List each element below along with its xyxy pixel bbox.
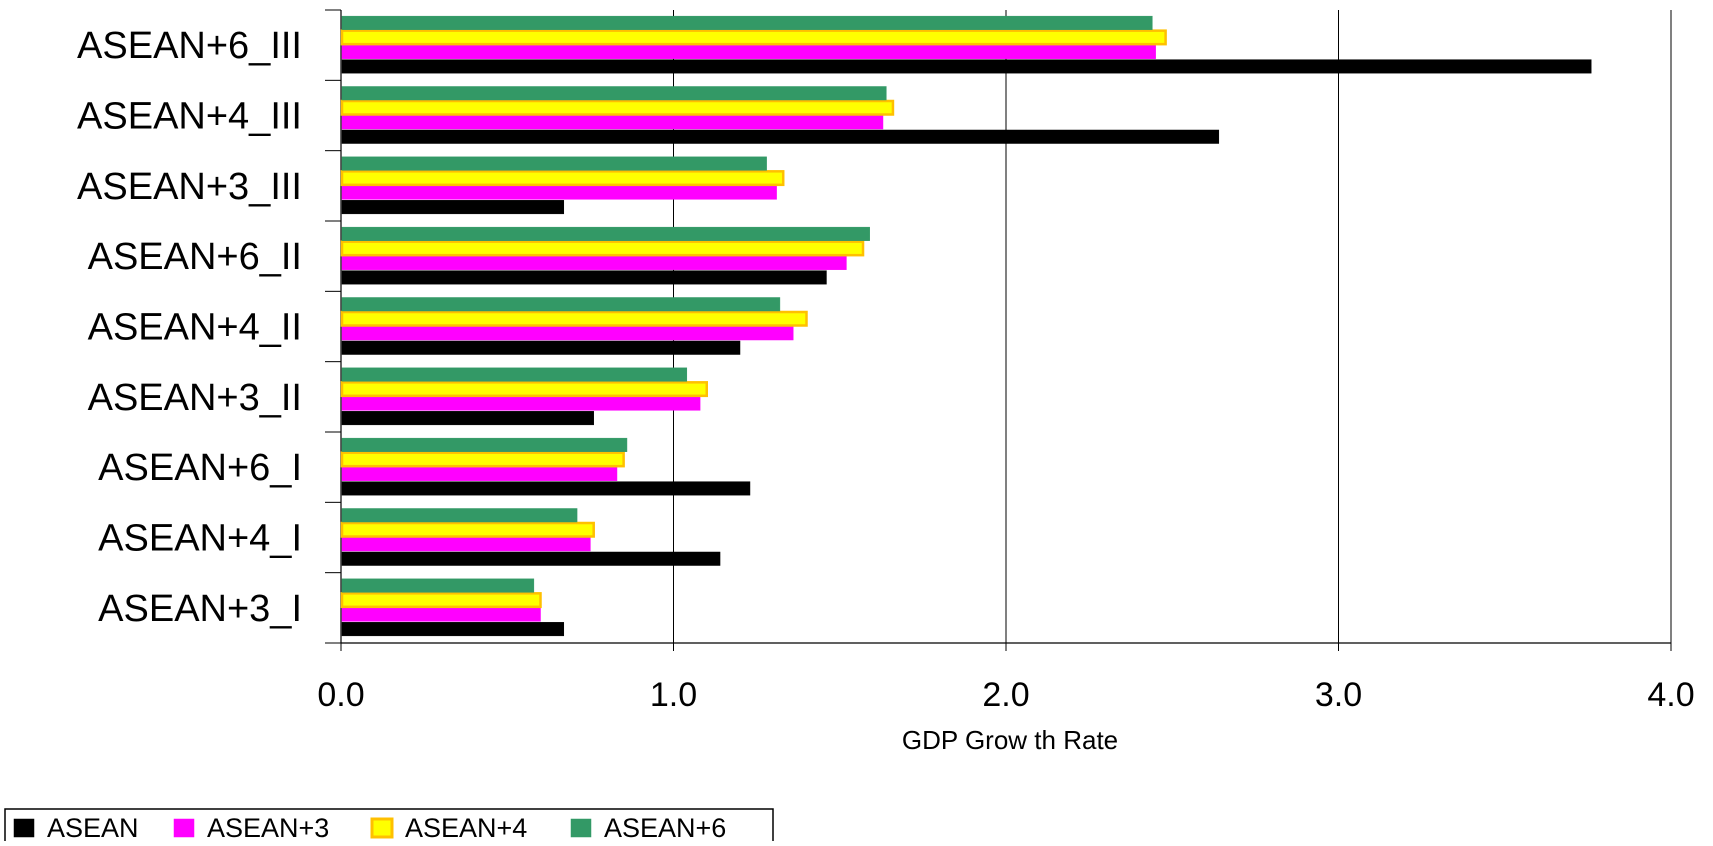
- category-labels: ASEAN+3_I ASEAN+4_I ASEAN+6_I ASEAN+3_II ASE…: [77, 25, 302, 630]
- legend-label: ASEAN+6: [604, 813, 726, 841]
- x-axis-title: GDP Grow th Rate: [902, 725, 1118, 755]
- bar-asean: [341, 270, 827, 285]
- legend-box: [4, 808, 774, 846]
- bar-asean: [341, 340, 741, 355]
- bar-asean-plus-6: [341, 367, 688, 382]
- bar-asean-plus-4: [340, 99, 895, 116]
- legend-label: ASEAN: [47, 813, 139, 841]
- bar-asean-plus-4: [340, 521, 595, 538]
- bar-asean: [341, 200, 565, 215]
- category-label: ASEAN+4_II: [88, 307, 302, 349]
- bar-asean-plus-3: [341, 44, 1156, 59]
- bar-asean: [341, 481, 751, 496]
- legend-label: ASEAN+3: [207, 813, 329, 841]
- bar-asean: [341, 551, 721, 566]
- bar-asean-plus-3: [341, 326, 794, 341]
- category-label: ASEAN+3_I: [98, 588, 302, 630]
- bar-asean-plus-4: [340, 381, 708, 398]
- bar-asean-plus-6: [341, 297, 781, 312]
- x-tick-label: 0.0: [317, 676, 364, 714]
- bar-asean: [341, 129, 1220, 144]
- category-label: ASEAN+6_I: [98, 447, 302, 489]
- bar-asean-plus-4: [340, 170, 785, 187]
- legend-swatch: [370, 817, 394, 839]
- bar-asean-plus-6: [341, 226, 870, 241]
- x-tick-labels: 0.0 1.0 2.0 3.0 4.0: [317, 676, 1694, 714]
- bar-asean-plus-4: [340, 451, 625, 468]
- bar-asean-plus-3: [341, 537, 591, 552]
- bar-asean-plus-4: [340, 592, 542, 609]
- x-tick-label: 3.0: [1315, 676, 1362, 714]
- bar-asean-plus-6: [341, 437, 628, 452]
- legend-swatch: [173, 818, 195, 838]
- bar-asean-plus-3: [341, 396, 701, 411]
- x-tick-label: 2.0: [982, 676, 1029, 714]
- category-label: ASEAN+3_III: [77, 166, 302, 208]
- legend-label: ASEAN+4: [405, 813, 527, 841]
- bar-asean-plus-6: [341, 15, 1153, 30]
- legend-swatch: [13, 818, 35, 838]
- bar-asean-plus-6: [341, 578, 535, 593]
- category-label: ASEAN+6_III: [77, 25, 302, 67]
- category-label: ASEAN+4_I: [98, 518, 302, 560]
- legend: ASEAN ASEAN+3 ASEAN+4 ASEAN+6: [4, 808, 774, 846]
- bar-asean-plus-3: [341, 607, 541, 622]
- bar-asean-plus-4: [340, 310, 808, 327]
- bars: [340, 15, 1592, 637]
- bar-asean: [341, 411, 594, 426]
- bar-asean-plus-3: [341, 466, 618, 481]
- bar-asean-plus-3: [341, 185, 777, 200]
- legend-swatch: [570, 818, 592, 838]
- category-label: ASEAN+3_II: [88, 377, 302, 419]
- bar-asean: [341, 59, 1592, 74]
- bar-asean-plus-6: [341, 156, 767, 171]
- bar-asean-plus-3: [341, 255, 847, 270]
- bar-asean-plus-4: [340, 29, 1167, 46]
- bar-asean-plus-6: [341, 508, 578, 523]
- bar-asean-plus-3: [341, 115, 884, 130]
- bar-asean-plus-4: [340, 240, 865, 257]
- bar-asean: [341, 622, 565, 637]
- category-label: ASEAN+6_II: [88, 236, 302, 278]
- x-tick-label: 1.0: [650, 676, 697, 714]
- category-label: ASEAN+4_III: [77, 96, 302, 138]
- bar-asean-plus-6: [341, 86, 887, 101]
- x-tick-label: 4.0: [1647, 676, 1694, 714]
